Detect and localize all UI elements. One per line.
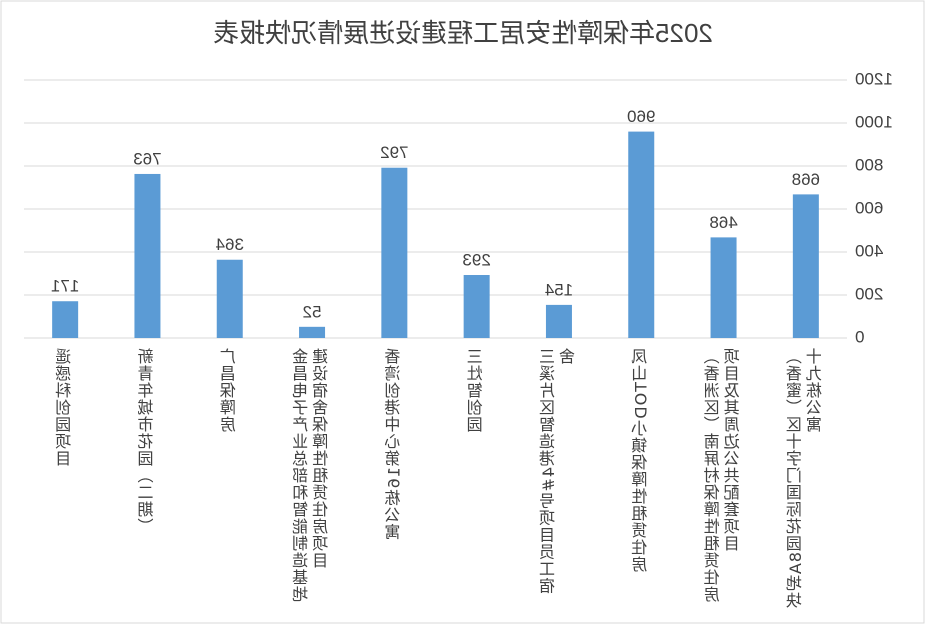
x-label-box: 金昌电子产业总部和智能制造基地建设宿舍保障性租赁住房项目 xyxy=(292,348,332,603)
x-tick-label: 金昌电子产业总部和智能制造基地建设宿舍保障性租赁住房项目 xyxy=(292,348,332,603)
bar xyxy=(381,167,408,338)
x-tick-label: 三溪片区智造港4#号项目员工宿舍 xyxy=(538,348,578,595)
x-label-box: 三溪片区智造港4#号项目员工宿舍 xyxy=(538,348,578,595)
y-tick-label: 400 xyxy=(855,241,883,260)
data-label: 468 xyxy=(709,213,737,232)
x-label-box: 遥感科创园项目 xyxy=(55,348,75,467)
x-label-box: 香湾创港中心第16栋公寓 xyxy=(384,348,404,541)
x-tick-label: （香蜜）区十字门国际花园8A地块十九栋公寓 xyxy=(785,348,825,610)
x-label-box: 新青年城市花园（二期） xyxy=(137,348,157,535)
data-label: 171 xyxy=(51,277,79,296)
x-label-box: 三灶智创园 xyxy=(466,348,486,433)
bar xyxy=(545,304,572,338)
bar xyxy=(463,275,490,338)
x-label-box: （香蜜）区十字门国际花园8A地块十九栋公寓 xyxy=(785,348,825,610)
x-label-box: 广昌保障房 xyxy=(219,348,239,433)
x-label-box: （香洲区）南屏村保障性租赁住房项目及其周边公共配套项目 xyxy=(703,348,743,603)
x-tick-label: 香湾创港中心第16栋公寓 xyxy=(384,348,404,541)
x-tick-label: 广昌保障房 xyxy=(219,348,239,433)
y-tick-label: 0 xyxy=(855,327,864,346)
data-label: 154 xyxy=(545,280,573,299)
x-tick-label: （香洲区）南屏村保障性租赁住房项目及其周边公共配套项目 xyxy=(703,348,743,603)
bar xyxy=(792,194,819,338)
y-tick-label: 1000 xyxy=(855,112,893,131)
bar xyxy=(628,131,655,338)
data-label: 960 xyxy=(627,107,655,126)
data-label: 792 xyxy=(380,143,408,162)
x-tick-label: 新青年城市花园（二期） xyxy=(137,348,157,535)
chart-title: 2025年保障性安居工程建设进展情况快报表 xyxy=(213,18,713,48)
bar xyxy=(134,173,161,338)
x-tick-label: 遥感科创园项目 xyxy=(55,348,75,467)
bar xyxy=(52,301,79,338)
data-label: 52 xyxy=(303,302,322,321)
bar xyxy=(299,326,326,338)
data-label: 293 xyxy=(462,250,490,269)
x-tick-label: 凤山TOD小镇保障性租赁住房 xyxy=(631,348,651,573)
bar xyxy=(216,259,243,338)
y-tick-label: 800 xyxy=(855,155,883,174)
data-label: 668 xyxy=(792,170,820,189)
y-tick-label: 1200 xyxy=(855,69,893,88)
y-tick-label: 200 xyxy=(855,284,883,303)
x-tick-label: 三灶智创园 xyxy=(466,348,486,433)
data-label: 364 xyxy=(216,235,244,254)
data-label: 763 xyxy=(133,149,161,168)
x-label-box: 凤山TOD小镇保障性租赁住房 xyxy=(631,348,651,573)
bar xyxy=(710,237,737,338)
y-tick-label: 600 xyxy=(855,198,883,217)
